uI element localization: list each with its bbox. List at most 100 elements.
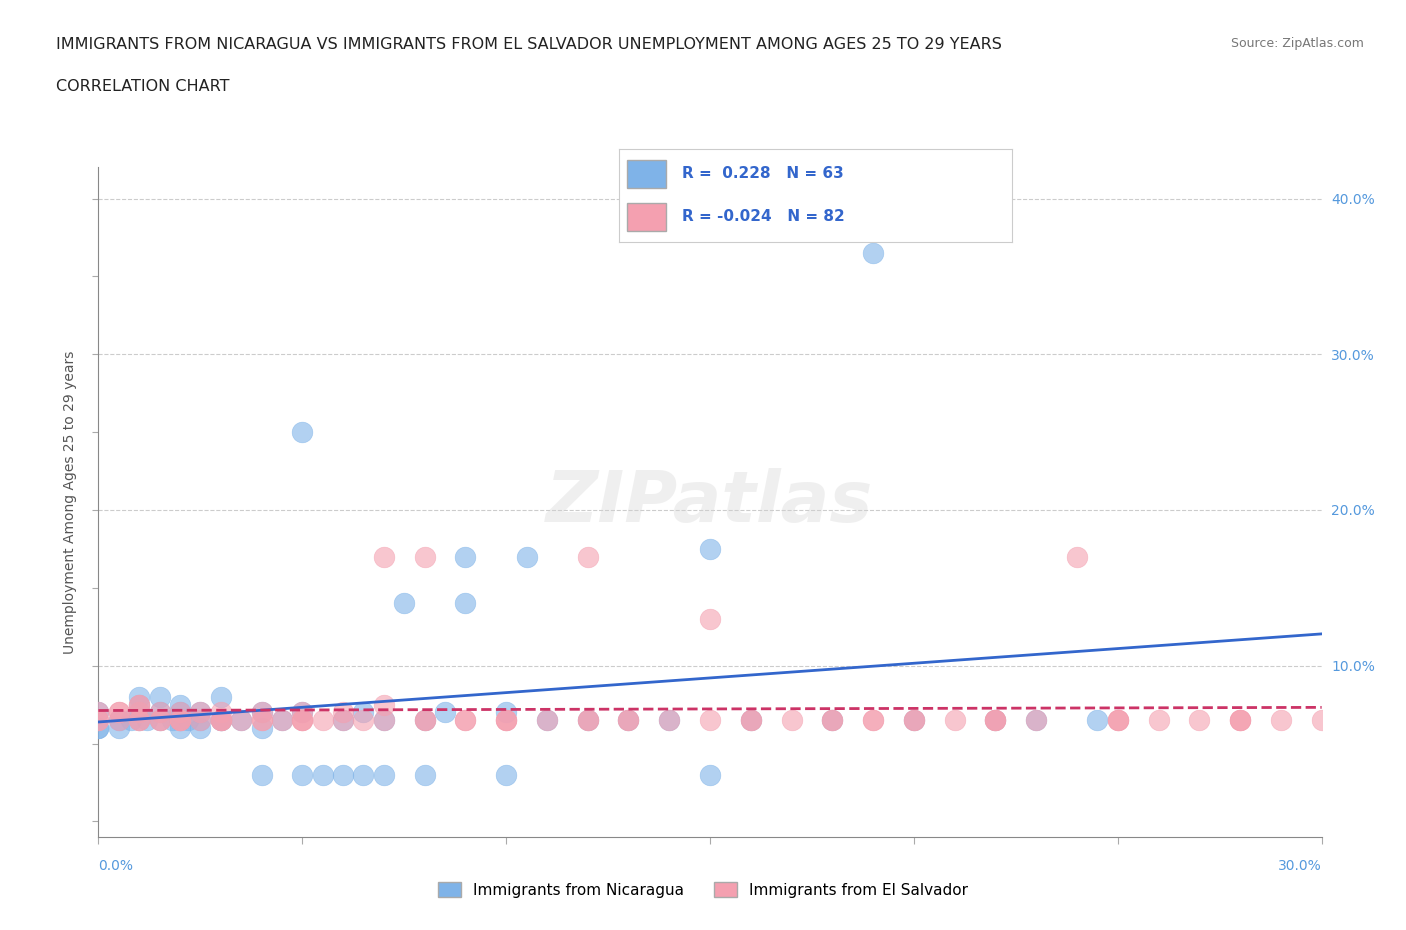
- Point: [1107, 712, 1129, 727]
- Point: [1025, 712, 1047, 727]
- Point: [108, 712, 131, 727]
- Point: [495, 712, 517, 727]
- Point: [87, 721, 110, 736]
- Point: [169, 705, 191, 720]
- Point: [617, 712, 640, 727]
- Point: [169, 705, 191, 720]
- Point: [903, 712, 925, 727]
- Point: [1229, 712, 1251, 727]
- Point: [658, 712, 681, 727]
- Point: [373, 698, 395, 712]
- Point: [1188, 712, 1211, 727]
- Point: [373, 712, 395, 727]
- Text: R =  0.228   N = 63: R = 0.228 N = 63: [682, 166, 844, 181]
- Point: [903, 712, 925, 727]
- Point: [821, 712, 844, 727]
- Point: [495, 705, 517, 720]
- Point: [128, 705, 150, 720]
- Point: [392, 596, 416, 611]
- Point: [576, 550, 599, 565]
- Point: [1270, 712, 1292, 727]
- Point: [87, 712, 110, 727]
- Point: [291, 705, 314, 720]
- Point: [617, 712, 640, 727]
- Point: [780, 712, 803, 727]
- Point: [160, 712, 183, 727]
- Point: [188, 705, 212, 720]
- Point: [862, 712, 884, 727]
- Point: [699, 712, 721, 727]
- Point: [108, 705, 131, 720]
- Point: [495, 712, 517, 727]
- Point: [128, 712, 150, 727]
- Point: [291, 712, 314, 727]
- Y-axis label: Unemployment Among Ages 25 to 29 years: Unemployment Among Ages 25 to 29 years: [63, 351, 77, 654]
- Point: [177, 712, 200, 727]
- Point: [250, 712, 273, 727]
- Point: [149, 712, 172, 727]
- Text: ZIPatlas: ZIPatlas: [547, 468, 873, 537]
- Text: 0.0%: 0.0%: [98, 858, 134, 872]
- Point: [332, 712, 354, 727]
- Point: [250, 705, 273, 720]
- Text: R = -0.024   N = 82: R = -0.024 N = 82: [682, 209, 845, 224]
- Point: [209, 712, 232, 727]
- Point: [373, 550, 395, 565]
- Point: [740, 712, 762, 727]
- Point: [413, 550, 436, 565]
- Point: [250, 721, 273, 736]
- Point: [128, 698, 150, 712]
- Point: [1107, 712, 1129, 727]
- Point: [169, 712, 191, 727]
- Point: [984, 712, 1007, 727]
- Point: [433, 705, 456, 720]
- Point: [311, 767, 335, 782]
- Point: [1229, 712, 1251, 727]
- Point: [311, 712, 335, 727]
- Point: [699, 612, 721, 627]
- Point: [128, 698, 150, 712]
- Point: [128, 689, 150, 704]
- Point: [169, 698, 191, 712]
- Point: [149, 705, 172, 720]
- Point: [291, 705, 314, 720]
- Point: [495, 712, 517, 727]
- Point: [87, 712, 110, 727]
- Point: [209, 712, 232, 727]
- Point: [209, 712, 232, 727]
- Point: [536, 712, 558, 727]
- Point: [495, 767, 517, 782]
- Point: [188, 705, 212, 720]
- Point: [373, 767, 395, 782]
- Text: Source: ZipAtlas.com: Source: ZipAtlas.com: [1230, 37, 1364, 50]
- Point: [169, 712, 191, 727]
- Point: [1147, 712, 1170, 727]
- Point: [1066, 550, 1088, 565]
- Text: CORRELATION CHART: CORRELATION CHART: [56, 79, 229, 94]
- Point: [250, 705, 273, 720]
- Point: [413, 712, 436, 727]
- Point: [108, 705, 131, 720]
- Point: [821, 712, 844, 727]
- Text: IMMIGRANTS FROM NICARAGUA VS IMMIGRANTS FROM EL SALVADOR UNEMPLOYMENT AMONG AGES: IMMIGRANTS FROM NICARAGUA VS IMMIGRANTS …: [56, 37, 1002, 52]
- Point: [1085, 712, 1108, 727]
- Point: [984, 712, 1007, 727]
- Point: [250, 712, 273, 727]
- Point: [231, 712, 253, 727]
- Point: [536, 712, 558, 727]
- Point: [169, 721, 191, 736]
- Point: [862, 246, 884, 260]
- Point: [1025, 712, 1047, 727]
- Point: [373, 712, 395, 727]
- Point: [149, 712, 172, 727]
- Point: [291, 425, 314, 440]
- Point: [87, 705, 110, 720]
- Point: [209, 689, 232, 704]
- Point: [352, 712, 374, 727]
- Point: [1229, 712, 1251, 727]
- Point: [454, 550, 477, 565]
- Point: [291, 767, 314, 782]
- Point: [740, 712, 762, 727]
- Point: [454, 596, 477, 611]
- Point: [108, 712, 131, 727]
